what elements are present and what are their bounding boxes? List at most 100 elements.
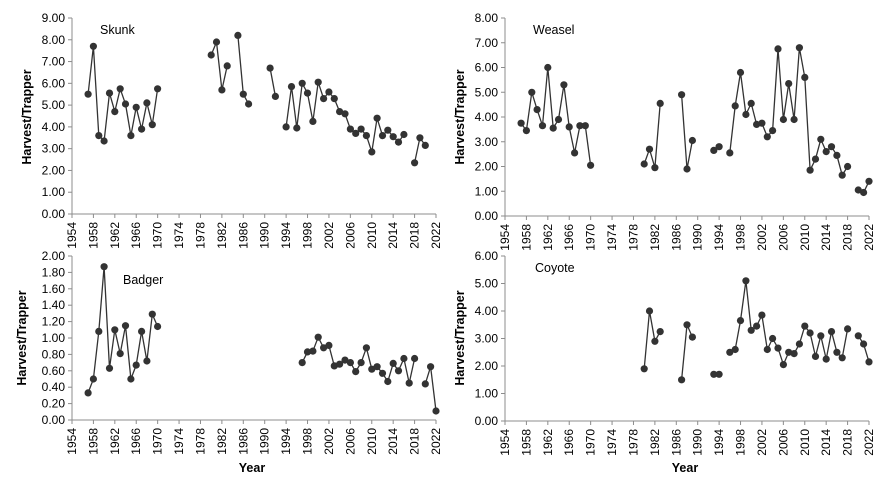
y-tick-label: 4.00 (475, 304, 499, 318)
x-tick-label: 1954 (498, 224, 512, 251)
data-point (587, 161, 595, 169)
x-tick-label: 1990 (258, 222, 272, 249)
y-tick-label: 1.20 (42, 315, 66, 329)
series-line (210, 41, 228, 91)
x-tick-label: 1954 (65, 222, 79, 249)
data-point (581, 122, 589, 130)
data-point (640, 365, 648, 373)
data-point (731, 102, 739, 110)
x-tick-label: 2022 (862, 429, 876, 456)
y-tick-label: 6.00 (475, 249, 499, 263)
data-point (763, 133, 771, 141)
series-line (643, 103, 661, 168)
data-point (544, 63, 552, 72)
y-tick-label: 5.00 (42, 98, 66, 112)
data-point (352, 129, 360, 137)
data-point (309, 347, 317, 355)
x-tick-label: 2002 (755, 224, 769, 251)
data-point (411, 354, 419, 363)
data-point (656, 328, 664, 336)
data-point (362, 344, 370, 352)
data-point (801, 73, 809, 81)
data-point (394, 367, 403, 375)
data-point (293, 124, 301, 132)
x-tick-label: 1958 (86, 222, 100, 249)
x-tick-label: 2018 (408, 222, 422, 249)
series-line (87, 46, 159, 143)
data-point (860, 188, 868, 197)
y-tick-label: 1.80 (42, 265, 66, 279)
x-tick-label: 1978 (626, 429, 640, 456)
x-tick-label: 1994 (712, 429, 726, 456)
data-point (811, 352, 820, 360)
data-point (218, 86, 226, 94)
y-tick-label: 4.00 (475, 110, 499, 124)
data-point (651, 164, 659, 172)
x-tick-label: 1954 (65, 428, 79, 455)
x-tick-label: 2022 (429, 222, 443, 249)
y-tick-label: 7.00 (42, 55, 66, 69)
data-point (400, 354, 408, 363)
x-tick-label: 1966 (129, 428, 143, 455)
y-tick-label: 0.40 (42, 380, 66, 394)
data-point (560, 81, 568, 89)
y-tick-label: 1.40 (42, 298, 66, 312)
y-tick-label: 5.00 (475, 277, 499, 291)
data-point (710, 370, 718, 378)
data-point (528, 88, 536, 96)
data-point (111, 326, 119, 334)
data-point (731, 345, 739, 354)
x-tick-label: 1990 (691, 429, 705, 456)
x-axis-title: Year (239, 461, 266, 475)
data-point (554, 115, 563, 124)
x-tick-label: 2018 (408, 428, 422, 455)
data-point (352, 368, 360, 376)
y-tick-label: 8.00 (42, 33, 66, 47)
data-point (143, 357, 151, 365)
y-tick-label: 6.00 (475, 61, 499, 75)
data-point (806, 166, 814, 174)
y-tick-label: 0.00 (475, 414, 499, 428)
data-point (522, 127, 531, 135)
data-point (538, 122, 547, 130)
panel-title: Coyote (535, 261, 575, 275)
data-point (154, 322, 162, 331)
data-point (769, 334, 777, 343)
x-tick-label: 1958 (86, 428, 100, 455)
data-point (785, 348, 793, 356)
x-tick-label: 1966 (562, 429, 576, 456)
data-point (801, 322, 809, 330)
data-point (121, 322, 130, 330)
data-point (148, 121, 156, 129)
data-point (234, 31, 242, 39)
series-line (643, 310, 661, 369)
data-point (132, 103, 140, 111)
data-point (303, 89, 312, 97)
x-tick-label: 1986 (236, 428, 250, 455)
data-point (400, 130, 408, 139)
data-point (827, 143, 836, 151)
data-point (763, 345, 771, 354)
x-tick-label: 2010 (798, 224, 812, 251)
x-tick-label: 2022 (862, 224, 876, 251)
data-point (421, 380, 429, 388)
data-point (325, 88, 333, 96)
x-tick-label: 2010 (798, 429, 812, 456)
data-point (116, 85, 124, 93)
data-point (411, 159, 419, 167)
data-point (341, 356, 349, 364)
data-point (100, 137, 108, 145)
y-tick-label: 0.60 (42, 364, 66, 378)
x-tick-label: 1998 (301, 428, 315, 455)
data-point (565, 123, 573, 131)
x-tick-label: 1986 (669, 429, 683, 456)
data-point (742, 110, 750, 119)
x-tick-label: 1974 (172, 428, 186, 455)
data-point (266, 64, 274, 72)
data-point (282, 123, 290, 131)
data-point (710, 146, 718, 154)
data-point (822, 355, 830, 363)
data-point (838, 171, 846, 179)
y-axis-title: Harvest/Trapper (20, 69, 34, 164)
y-tick-label: 0.20 (42, 397, 66, 411)
